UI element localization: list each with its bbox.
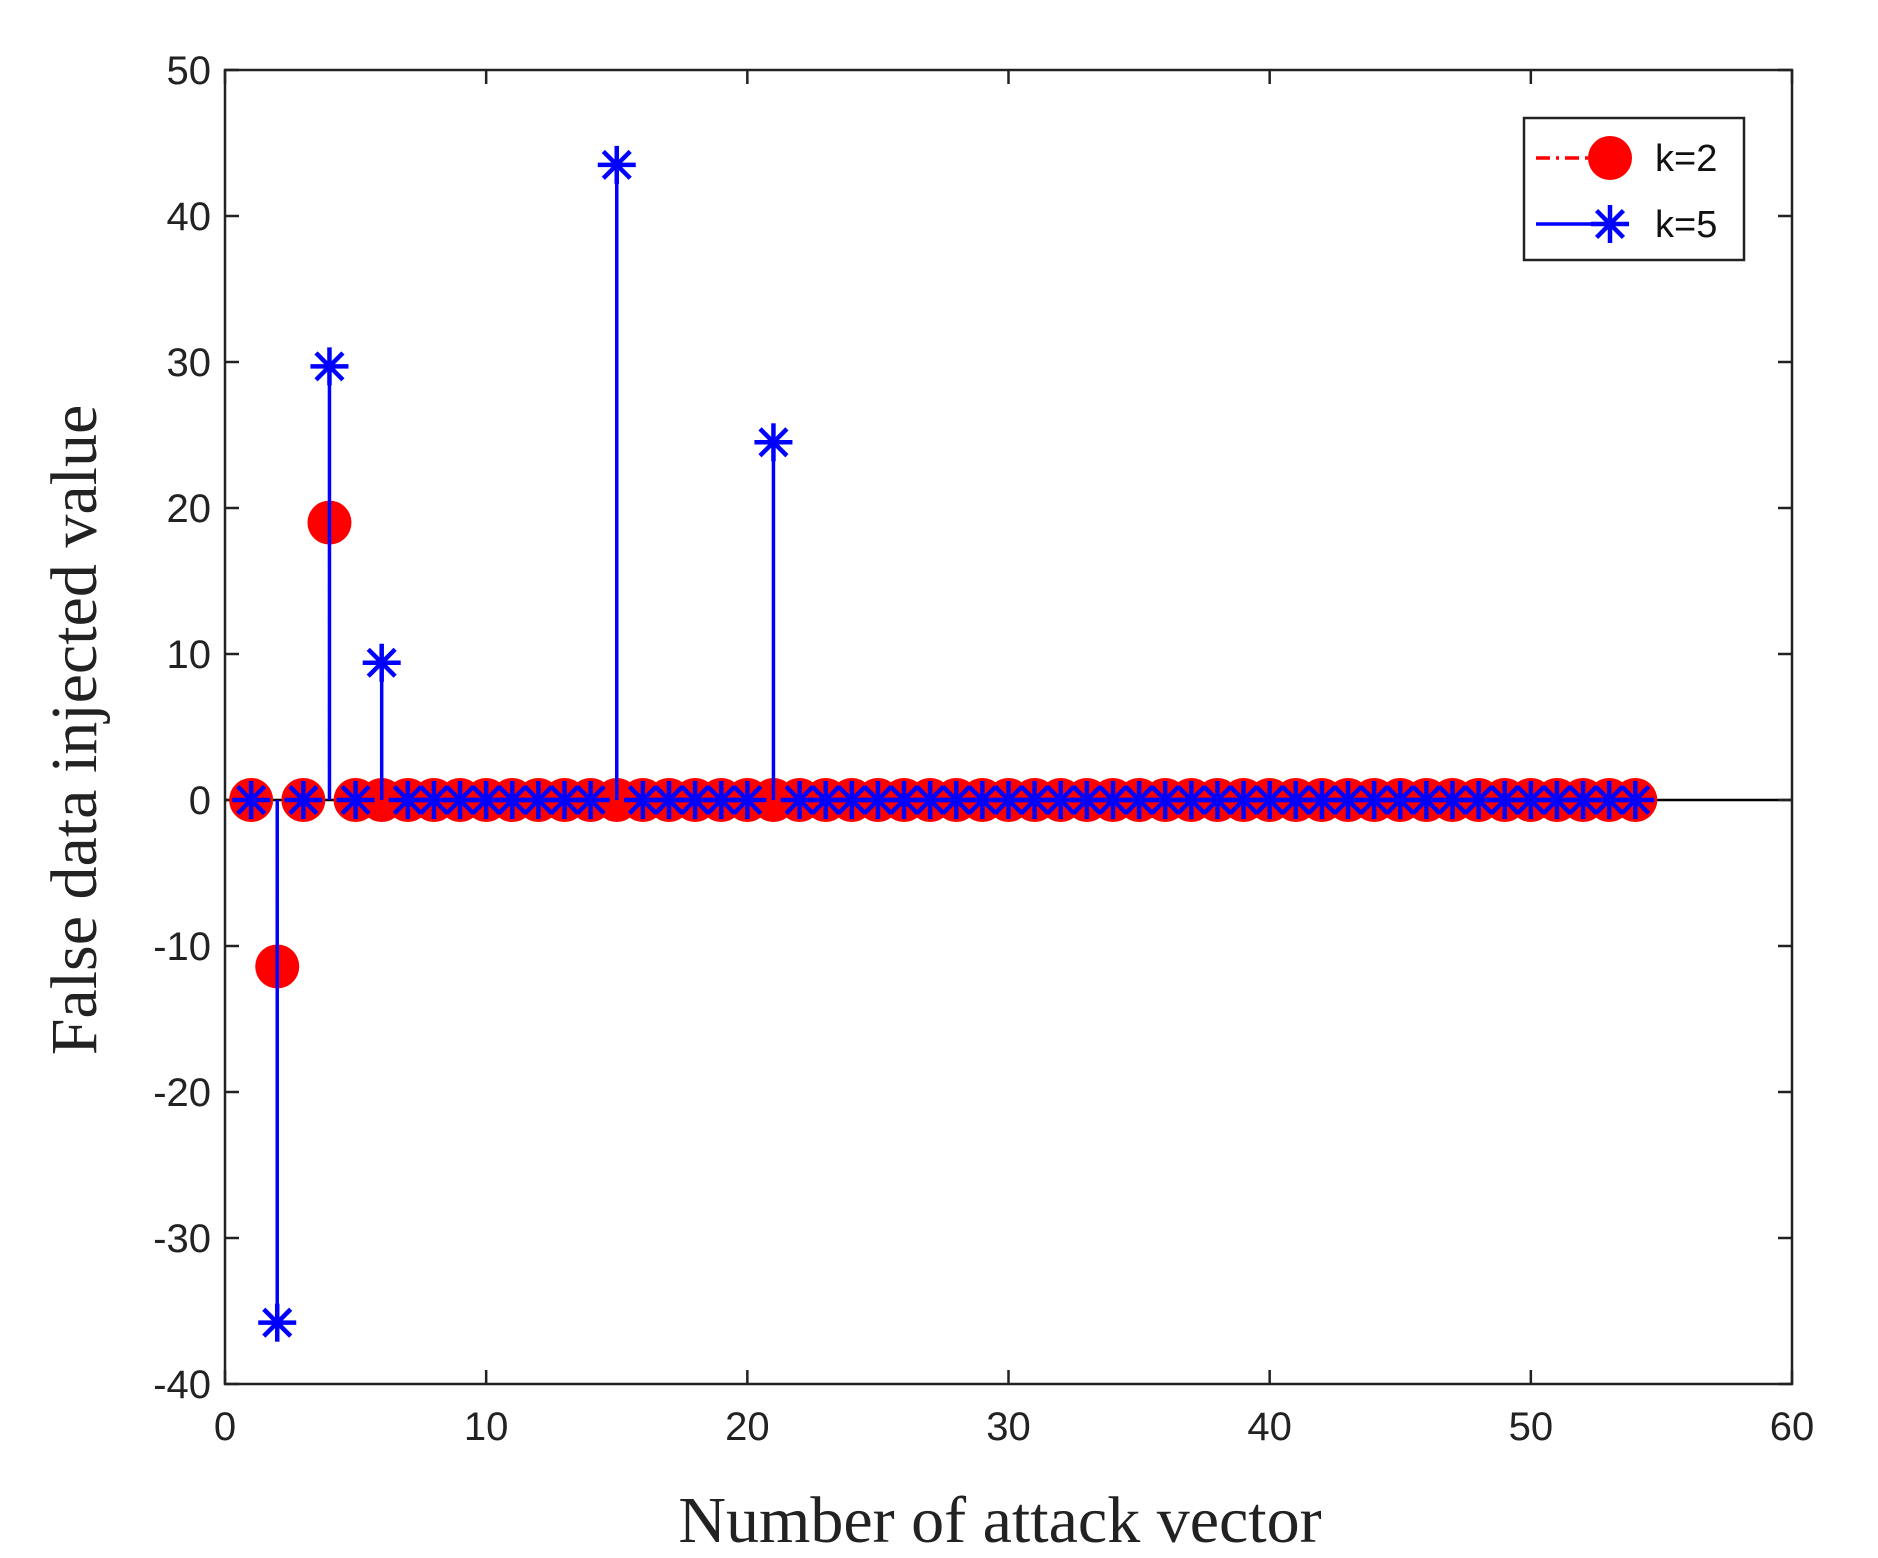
series-layer <box>229 145 1658 1342</box>
marker-k5 <box>493 781 532 819</box>
marker-k5 <box>1616 781 1655 819</box>
y-axis-title: False data injected value <box>38 405 111 1056</box>
marker-k5 <box>310 347 349 386</box>
y-tick-label: 10 <box>167 633 212 677</box>
y-tick-label: 50 <box>167 49 212 93</box>
plot-area <box>225 70 1792 1384</box>
legend-box <box>1522 116 1746 262</box>
y-tick-label: 0 <box>189 779 211 823</box>
marker-k5 <box>754 423 793 462</box>
marker-k5 <box>258 1303 297 1342</box>
legend-entry-k5: k=5 <box>1536 204 1717 246</box>
x-tick-labels: 0 10 20 30 40 50 60 <box>214 1405 1814 1449</box>
y-tick-labels: -40 -30 -20 -10 0 10 20 30 40 50 <box>153 49 211 1407</box>
marker-k5 <box>1224 781 1263 819</box>
legend-label-k2: k=2 <box>1655 138 1717 180</box>
marker-k5 <box>571 781 610 819</box>
plot-frame <box>223 68 1794 1386</box>
y-tick-label: -10 <box>153 925 211 969</box>
marker-k5 <box>728 781 767 819</box>
marker-k5 <box>806 781 845 819</box>
marker-k5 <box>989 781 1028 819</box>
marker-k5 <box>1015 781 1054 819</box>
legend-star-shape <box>1591 205 1629 243</box>
marker-k5 <box>232 781 271 819</box>
marker-k5 <box>362 643 401 682</box>
x-tick-label: 10 <box>464 1405 509 1449</box>
x-tick-label: 60 <box>1770 1405 1815 1449</box>
marker-k5 <box>1093 781 1132 819</box>
marker-k5 <box>284 781 323 819</box>
y-tick-label: 20 <box>167 487 212 531</box>
y-tick-label: -30 <box>153 1217 211 1261</box>
x-tick-label: 30 <box>986 1405 1031 1449</box>
legend-label-k5: k=5 <box>1655 204 1717 246</box>
y-tick-label: 40 <box>167 195 212 239</box>
series-k5 <box>232 145 1655 1342</box>
marker-k5 <box>467 781 506 819</box>
legend-marker-k2 <box>1588 136 1632 180</box>
y-tick-label: -40 <box>153 1363 211 1407</box>
marker-k5 <box>441 781 480 819</box>
marker-k5 <box>336 781 375 819</box>
x-axis-title: Number of attack vector <box>678 1484 1321 1557</box>
legend: k=2 k=5 <box>1522 116 1746 262</box>
x-tick-label: 40 <box>1247 1405 1292 1449</box>
marker-k5 <box>1067 781 1106 819</box>
legend-entry-k2: k=2 <box>1536 136 1717 180</box>
marker-k5 <box>1511 781 1550 819</box>
y-tick-label: -20 <box>153 1071 211 1115</box>
legend-marker-k5 <box>1591 205 1629 243</box>
x-tick-label: 0 <box>214 1405 236 1449</box>
x-tick-label: 50 <box>1509 1405 1554 1449</box>
marker-k5 <box>1198 781 1237 819</box>
marker-k5 <box>597 145 636 184</box>
y-tick-label: 30 <box>167 341 212 385</box>
marker-k5 <box>1146 781 1185 819</box>
x-tick-label: 20 <box>725 1405 770 1449</box>
marker-k5 <box>388 781 427 819</box>
